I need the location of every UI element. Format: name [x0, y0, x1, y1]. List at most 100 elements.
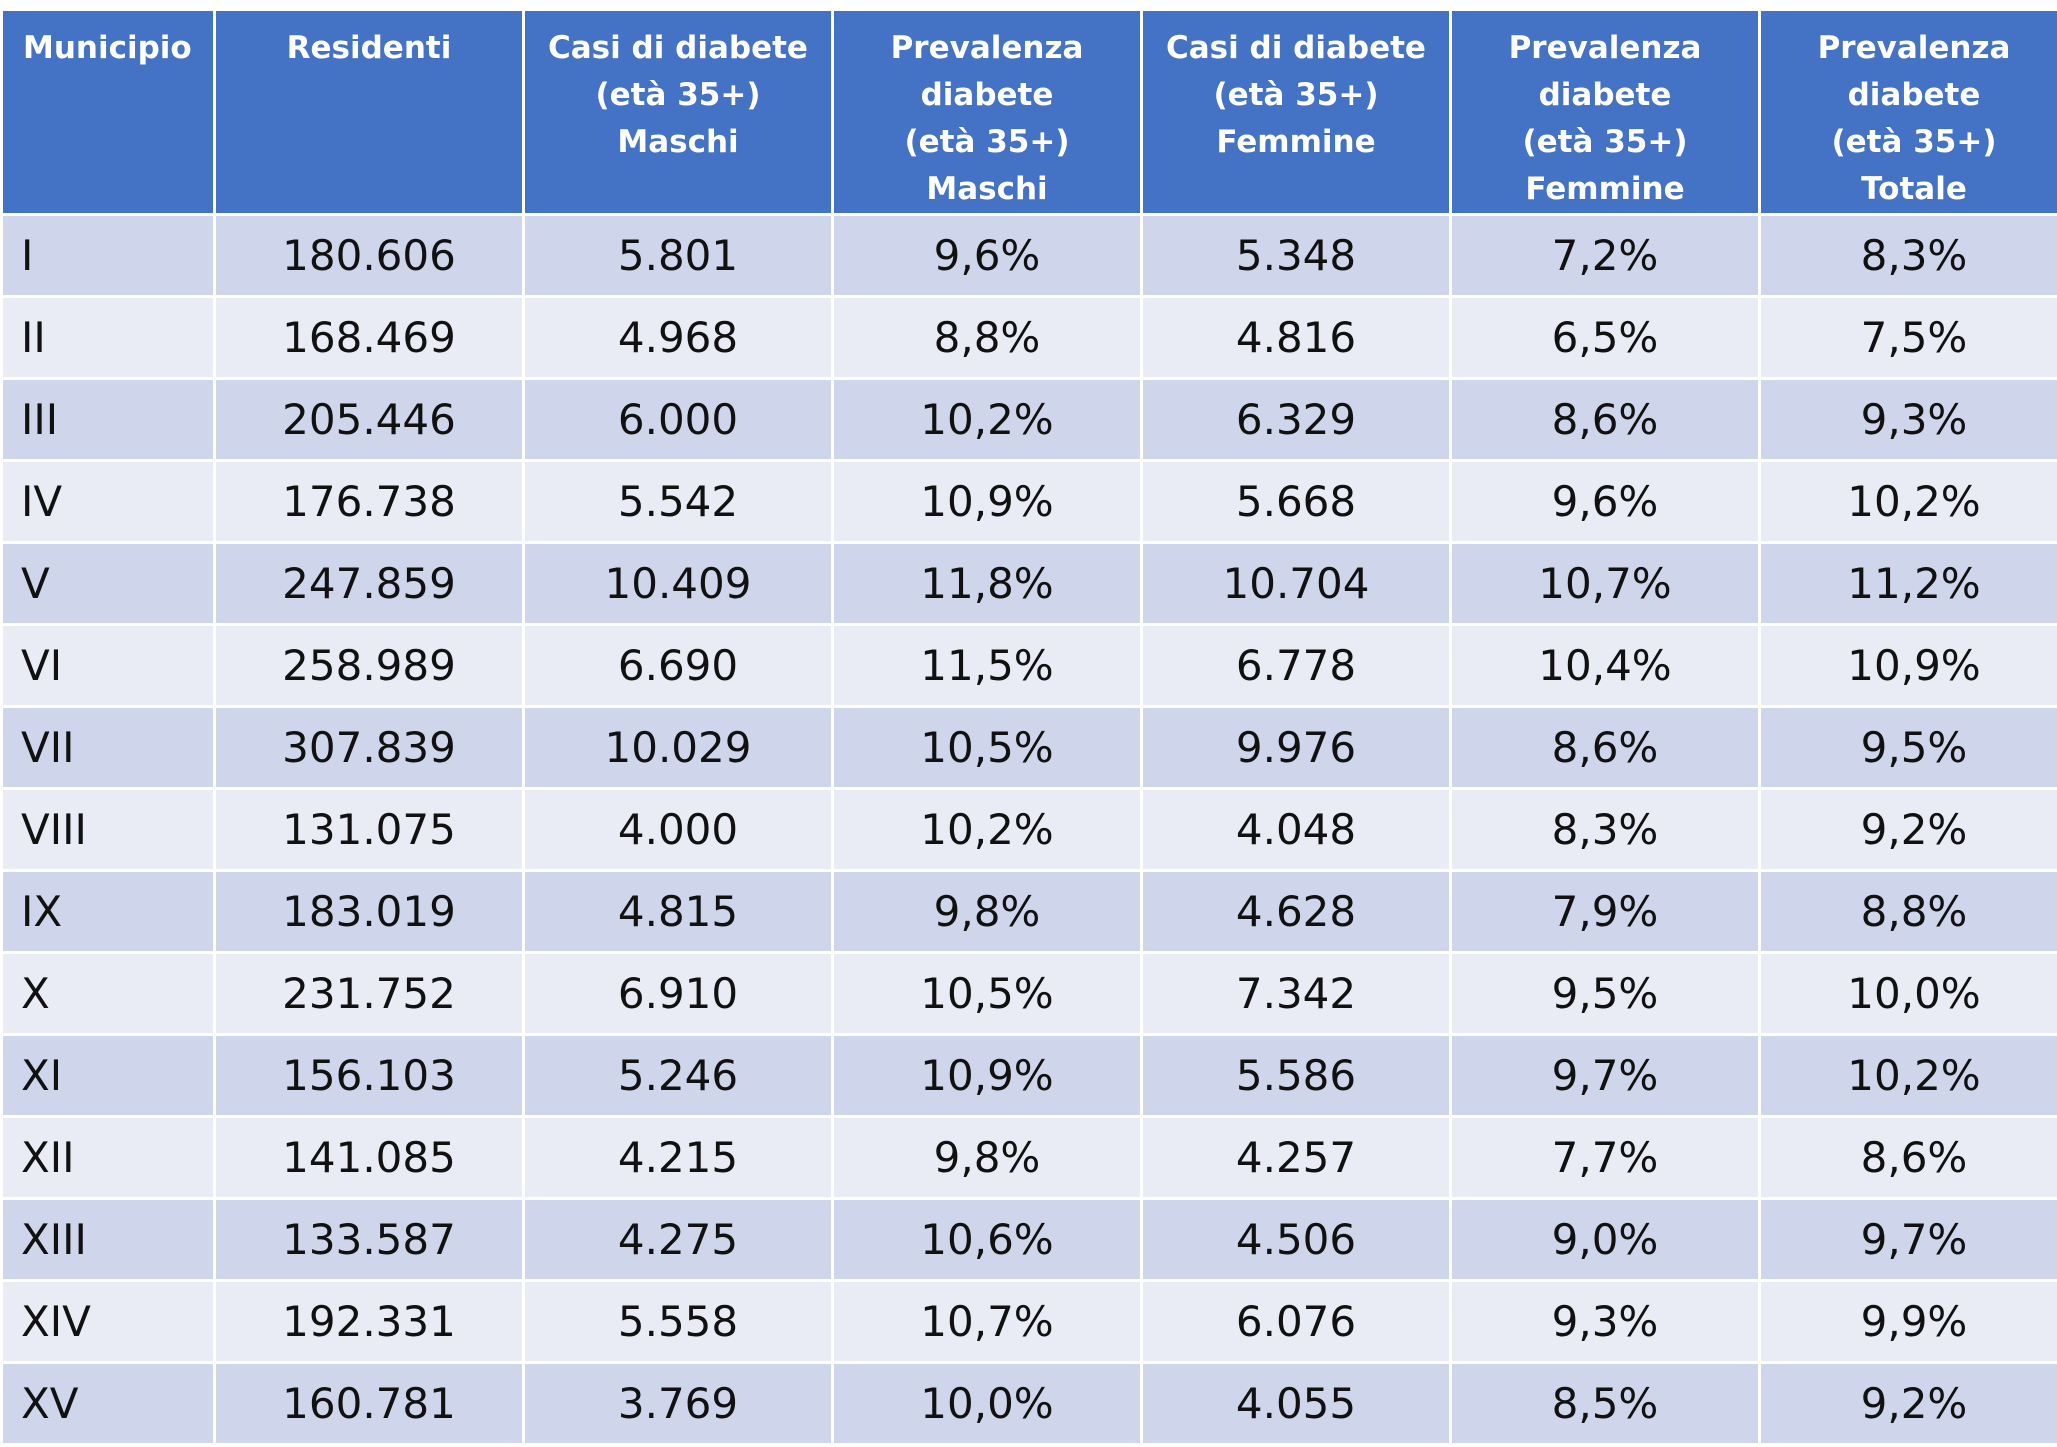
cell-prevalenza-totale: 9,2% [1761, 790, 2057, 869]
cell-municipio: XI [3, 1036, 213, 1115]
cell-prevalenza-totale: 9,2% [1761, 1364, 2057, 1443]
cell-prevalenza-totale: 9,3% [1761, 380, 2057, 459]
header-residenti: Residenti [216, 11, 522, 213]
cell-municipio: V [3, 544, 213, 623]
cell-prevalenza-totale: 11,2% [1761, 544, 2057, 623]
cell-prevalenza-femmine: 8,3% [1452, 790, 1758, 869]
table-row: IV 176.738 5.542 10,9% 5.668 9,6% 10,2% [3, 462, 2057, 541]
cell-prevalenza-totale: 9,9% [1761, 1282, 2057, 1361]
cell-prevalenza-femmine: 9,6% [1452, 462, 1758, 541]
cell-residenti: 141.085 [216, 1118, 522, 1197]
cell-prevalenza-maschi: 10,6% [834, 1200, 1140, 1279]
header-prevalenza-maschi: Prevalenza diabete (età 35+) Maschi [834, 11, 1140, 213]
cell-casi-femmine: 10.704 [1143, 544, 1449, 623]
header-text-line: Femmine [1216, 124, 1376, 160]
cell-casi-femmine: 4.055 [1143, 1364, 1449, 1443]
cell-prevalenza-maschi: 9,8% [834, 872, 1140, 951]
cell-casi-femmine: 4.048 [1143, 790, 1449, 869]
header-text-line: diabete [1538, 77, 1672, 113]
header-text-line: Casi di diabete [548, 30, 808, 66]
cell-municipio: VI [3, 626, 213, 705]
header-prevalenza-femmine: Prevalenza diabete (età 35+) Femmine [1452, 11, 1758, 213]
cell-casi-maschi: 5.542 [525, 462, 831, 541]
cell-prevalenza-femmine: 9,0% [1452, 1200, 1758, 1279]
cell-prevalenza-femmine: 9,3% [1452, 1282, 1758, 1361]
cell-prevalenza-femmine: 6,5% [1452, 298, 1758, 377]
cell-casi-femmine: 6.076 [1143, 1282, 1449, 1361]
cell-prevalenza-maschi: 10,5% [834, 708, 1140, 787]
cell-casi-femmine: 4.628 [1143, 872, 1449, 951]
cell-residenti: 258.989 [216, 626, 522, 705]
cell-casi-maschi: 6.690 [525, 626, 831, 705]
cell-residenti: 180.606 [216, 216, 522, 295]
table-row: XIII 133.587 4.275 10,6% 4.506 9,0% 9,7% [3, 1200, 2057, 1279]
cell-prevalenza-maschi: 10,7% [834, 1282, 1140, 1361]
cell-residenti: 205.446 [216, 380, 522, 459]
cell-casi-maschi: 10.029 [525, 708, 831, 787]
header-casi-femmine: Casi di diabete (età 35+) Femmine [1143, 11, 1449, 213]
table-row: IX 183.019 4.815 9,8% 4.628 7,9% 8,8% [3, 872, 2057, 951]
cell-residenti: 168.469 [216, 298, 522, 377]
cell-municipio: XV [3, 1364, 213, 1443]
cell-residenti: 160.781 [216, 1364, 522, 1443]
header-text-line: Totale [1861, 171, 1967, 207]
cell-casi-maschi: 4.275 [525, 1200, 831, 1279]
header-row: Municipio Residenti Casi di diabete (età 35… [3, 11, 2057, 213]
cell-prevalenza-femmine: 8,6% [1452, 708, 1758, 787]
header-text-line: (età 35+) [1213, 77, 1379, 113]
cell-prevalenza-maschi: 11,8% [834, 544, 1140, 623]
cell-casi-maschi: 4.000 [525, 790, 831, 869]
cell-casi-femmine: 5.586 [1143, 1036, 1449, 1115]
table-row: X 231.752 6.910 10,5% 7.342 9,5% 10,0% [3, 954, 2057, 1033]
cell-prevalenza-totale: 9,5% [1761, 708, 2057, 787]
cell-municipio: IV [3, 462, 213, 541]
cell-prevalenza-maschi: 10,9% [834, 1036, 1140, 1115]
header-municipio: Municipio [3, 11, 213, 213]
table-row: XV 160.781 3.769 10,0% 4.055 8,5% 9,2% [3, 1364, 2057, 1443]
cell-casi-maschi: 6.000 [525, 380, 831, 459]
cell-casi-maschi: 4.815 [525, 872, 831, 951]
header-text-line: (età 35+) [595, 77, 761, 113]
cell-prevalenza-totale: 10,2% [1761, 462, 2057, 541]
cell-prevalenza-totale: 7,5% [1761, 298, 2057, 377]
cell-prevalenza-maschi: 10,2% [834, 380, 1140, 459]
cell-prevalenza-femmine: 9,5% [1452, 954, 1758, 1033]
cell-casi-maschi: 3.769 [525, 1364, 831, 1443]
cell-prevalenza-maschi: 9,6% [834, 216, 1140, 295]
cell-prevalenza-totale: 9,7% [1761, 1200, 2057, 1279]
table-row: VIII 131.075 4.000 10,2% 4.048 8,3% 9,2% [3, 790, 2057, 869]
cell-prevalenza-femmine: 10,4% [1452, 626, 1758, 705]
cell-residenti: 307.839 [216, 708, 522, 787]
table-row: III 205.446 6.000 10,2% 6.329 8,6% 9,3% [3, 380, 2057, 459]
cell-prevalenza-maschi: 9,8% [834, 1118, 1140, 1197]
table-row: XIV 192.331 5.558 10,7% 6.076 9,3% 9,9% [3, 1282, 2057, 1361]
cell-prevalenza-maschi: 10,5% [834, 954, 1140, 1033]
header-text-line: Maschi [617, 124, 739, 160]
header-text-line: diabete [920, 77, 1054, 113]
cell-municipio: II [3, 298, 213, 377]
table-body: I 180.606 5.801 9,6% 5.348 7,2% 8,3% II 168.469 4… [3, 216, 2057, 1443]
cell-residenti: 183.019 [216, 872, 522, 951]
table-row: XII 141.085 4.215 9,8% 4.257 7,7% 8,6% [3, 1118, 2057, 1197]
header-text-line: Femmine [1525, 171, 1685, 207]
cell-prevalenza-maschi: 11,5% [834, 626, 1140, 705]
header-text-line: (età 35+) [904, 124, 1070, 160]
cell-municipio: III [3, 380, 213, 459]
table-header: Municipio Residenti Casi di diabete (età 35… [3, 11, 2057, 213]
cell-prevalenza-maschi: 10,2% [834, 790, 1140, 869]
cell-prevalenza-totale: 10,9% [1761, 626, 2057, 705]
cell-prevalenza-totale: 8,6% [1761, 1118, 2057, 1197]
cell-casi-maschi: 5.801 [525, 216, 831, 295]
cell-casi-femmine: 6.329 [1143, 380, 1449, 459]
header-text-line: Casi di diabete [1166, 30, 1426, 66]
cell-prevalenza-femmine: 8,6% [1452, 380, 1758, 459]
header-text-line: Prevalenza [890, 30, 1084, 66]
cell-casi-femmine: 4.506 [1143, 1200, 1449, 1279]
cell-prevalenza-totale: 8,3% [1761, 216, 2057, 295]
cell-residenti: 176.738 [216, 462, 522, 541]
cell-prevalenza-maschi: 8,8% [834, 298, 1140, 377]
header-text-line: Maschi [926, 171, 1048, 207]
cell-prevalenza-femmine: 7,7% [1452, 1118, 1758, 1197]
cell-prevalenza-totale: 8,8% [1761, 872, 2057, 951]
cell-prevalenza-femmine: 7,2% [1452, 216, 1758, 295]
